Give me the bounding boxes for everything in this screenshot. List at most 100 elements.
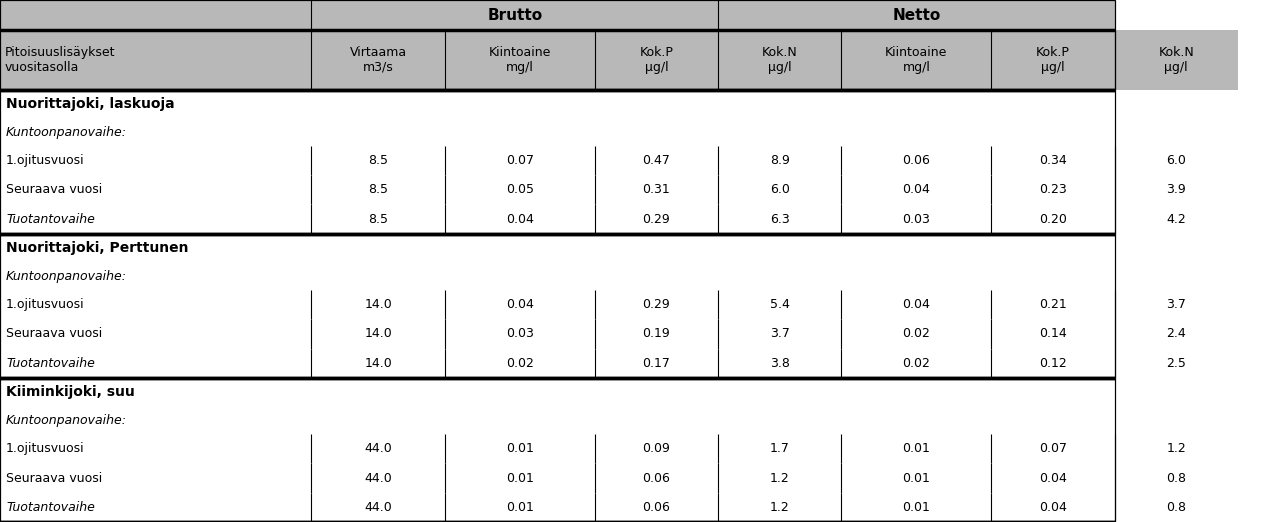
Text: 0.29: 0.29 [643, 298, 670, 311]
Bar [595, 30, 718, 89]
Bar [1115, 175, 1238, 205]
Text: Kiintoaine
mg/l: Kiintoaine mg/l [488, 46, 552, 74]
Bar [0, 378, 1115, 407]
Text: 6.0: 6.0 [770, 183, 789, 196]
Text: 0.04: 0.04 [902, 183, 930, 196]
Text: 8.5: 8.5 [369, 183, 388, 196]
Text: 2.4: 2.4 [1167, 327, 1186, 340]
Bar [595, 319, 718, 349]
Bar [0, 234, 1115, 263]
Bar [445, 205, 595, 234]
Text: 0.04: 0.04 [506, 298, 534, 311]
Bar [841, 349, 991, 378]
Text: 3.7: 3.7 [1167, 298, 1186, 311]
Text: Seuraava vuosi: Seuraava vuosi [6, 183, 102, 196]
Bar [0, 89, 1115, 119]
Bar [0, 205, 311, 234]
Text: Nuorittajoki, Perttunen: Nuorittajoki, Perttunen [6, 241, 188, 255]
Bar [718, 290, 841, 319]
Text: 0.03: 0.03 [506, 327, 534, 340]
Text: 0.31: 0.31 [643, 183, 670, 196]
Bar [1115, 349, 1238, 378]
Text: 4.2: 4.2 [1167, 212, 1186, 226]
Bar [841, 205, 991, 234]
Bar [991, 175, 1115, 205]
Bar [991, 146, 1115, 175]
Text: 0.07: 0.07 [1038, 442, 1068, 455]
Bar [1115, 30, 1238, 89]
Bar [311, 434, 445, 464]
Bar [445, 349, 595, 378]
Bar [841, 175, 991, 205]
Text: Kok.N
µg/l: Kok.N µg/l [1158, 46, 1195, 74]
Text: 1.ojitusvuosi: 1.ojitusvuosi [6, 442, 85, 455]
Text: 2.5: 2.5 [1167, 357, 1186, 370]
Bar [991, 205, 1115, 234]
Text: 0.12: 0.12 [1040, 357, 1066, 370]
Bar [718, 30, 841, 89]
Text: 0.01: 0.01 [506, 501, 534, 514]
Bar [841, 319, 991, 349]
Text: 0.01: 0.01 [506, 471, 534, 484]
Bar [0, 349, 311, 378]
Bar [595, 290, 718, 319]
Bar [311, 290, 445, 319]
Bar [991, 290, 1115, 319]
Text: Virtaama
m3/s: Virtaama m3/s [350, 46, 407, 74]
Bar [0, 319, 311, 349]
Text: 44.0: 44.0 [365, 471, 391, 484]
Bar [0, 263, 1115, 290]
Text: 0.06: 0.06 [643, 501, 670, 514]
Text: 14.0: 14.0 [365, 327, 391, 340]
Bar [0, 407, 1115, 434]
Bar [718, 493, 841, 522]
Bar [841, 493, 991, 522]
Text: Pitoisuuslisäykset
vuositasolla: Pitoisuuslisäykset vuositasolla [5, 46, 116, 74]
Bar [445, 319, 595, 349]
Text: Kuntoonpanovaihe:: Kuntoonpanovaihe: [6, 270, 127, 283]
Bar [311, 146, 445, 175]
Text: 0.8: 0.8 [1167, 501, 1186, 514]
Text: 0.19: 0.19 [643, 327, 670, 340]
Text: Tuotantovaihe: Tuotantovaihe [6, 212, 95, 226]
Text: 5.4: 5.4 [770, 298, 789, 311]
Text: Kuntoonpanovaihe:: Kuntoonpanovaihe: [6, 414, 127, 427]
Text: 0.01: 0.01 [902, 471, 930, 484]
Text: 0.06: 0.06 [902, 154, 930, 167]
Bar [718, 434, 841, 464]
Text: 0.06: 0.06 [643, 471, 670, 484]
Text: 0.01: 0.01 [506, 442, 534, 455]
Bar [595, 493, 718, 522]
Bar [718, 146, 841, 175]
Bar [595, 205, 718, 234]
Bar [0, 30, 311, 89]
Bar [311, 175, 445, 205]
Bar [595, 464, 718, 493]
Bar [0, 0, 311, 30]
Bar [311, 30, 445, 89]
Text: 0.20: 0.20 [1040, 212, 1066, 226]
Bar [595, 175, 718, 205]
Text: 3.7: 3.7 [770, 327, 789, 340]
Text: 44.0: 44.0 [365, 501, 391, 514]
Text: 0.05: 0.05 [506, 183, 534, 196]
Text: 0.47: 0.47 [643, 154, 670, 167]
Text: Kok.P
µg/l: Kok.P µg/l [639, 46, 674, 74]
Bar [718, 319, 841, 349]
Text: 0.02: 0.02 [506, 357, 534, 370]
Bar [991, 349, 1115, 378]
Text: Seuraava vuosi: Seuraava vuosi [6, 327, 102, 340]
Bar [841, 464, 991, 493]
Text: 6.0: 6.0 [1167, 154, 1186, 167]
Text: 14.0: 14.0 [365, 357, 391, 370]
Bar [445, 175, 595, 205]
Text: 0.04: 0.04 [506, 212, 534, 226]
Text: 0.01: 0.01 [902, 442, 930, 455]
Bar [1115, 319, 1238, 349]
Bar [991, 464, 1115, 493]
Text: 1.ojitusvuosi: 1.ojitusvuosi [6, 298, 85, 311]
Bar [718, 0, 1115, 30]
Bar [718, 175, 841, 205]
Text: 1.ojitusvuosi: 1.ojitusvuosi [6, 154, 85, 167]
Bar [0, 493, 311, 522]
